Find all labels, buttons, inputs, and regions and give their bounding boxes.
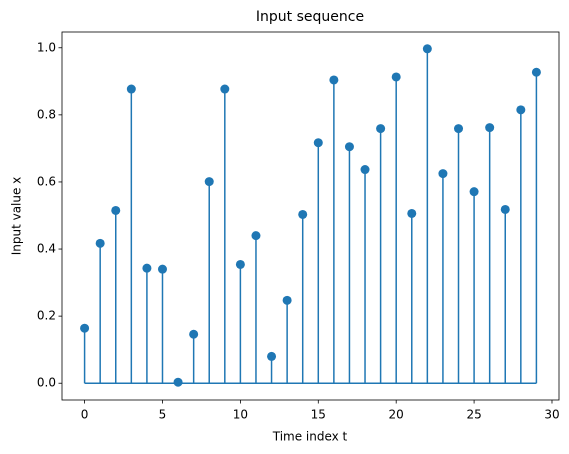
chart-title: Input sequence xyxy=(256,9,364,25)
stem-marker xyxy=(500,204,510,214)
stem-marker xyxy=(516,105,526,115)
y-tick-label: 0.8 xyxy=(37,107,56,121)
x-tick-label: 30 xyxy=(544,408,559,422)
x-tick-label: 20 xyxy=(389,408,404,422)
y-tick-label: 0.2 xyxy=(37,309,56,323)
stem-marker xyxy=(298,209,308,219)
y-tick-label: 1.0 xyxy=(37,40,56,54)
x-tick-label: 10 xyxy=(233,408,248,422)
stem-marker xyxy=(235,259,245,269)
stem-marker xyxy=(454,124,464,134)
stem-marker xyxy=(251,231,261,241)
y-tick-label: 0.4 xyxy=(37,242,56,256)
stem-marker xyxy=(313,138,323,148)
y-tick-label: 0.0 xyxy=(37,376,56,390)
x-tick-label: 5 xyxy=(159,408,167,422)
stem-marker xyxy=(189,329,199,339)
stem-marker xyxy=(329,75,339,85)
stem-marker xyxy=(220,84,230,94)
stem-marker xyxy=(157,264,167,274)
stem-marker xyxy=(111,205,121,215)
stem-marker xyxy=(142,263,152,273)
stem-marker xyxy=(391,72,401,82)
x-tick-label: 15 xyxy=(311,408,326,422)
stem-marker xyxy=(469,187,479,197)
stem-marker xyxy=(80,323,90,333)
stem-marker xyxy=(422,44,432,54)
x-axis-label: Time index t xyxy=(272,430,348,444)
stem-marker xyxy=(204,177,214,187)
stem-marker xyxy=(531,67,541,77)
stem-marker xyxy=(126,84,136,94)
stem-marker xyxy=(407,208,417,218)
stem-marker xyxy=(438,169,448,179)
stem-marker xyxy=(485,123,495,133)
y-tick-label: 0.6 xyxy=(37,174,56,188)
stem-marker xyxy=(282,295,292,305)
y-axis-label: Input value x xyxy=(10,177,24,256)
stem-marker xyxy=(376,124,386,134)
x-tick-label: 0 xyxy=(81,408,89,422)
x-tick-label: 25 xyxy=(466,408,481,422)
stem-marker xyxy=(267,351,277,361)
stem-marker xyxy=(173,377,183,387)
stem-marker xyxy=(360,165,370,175)
stem-marker xyxy=(95,238,105,248)
stem-marker xyxy=(344,142,354,152)
plot-frame xyxy=(61,31,560,401)
